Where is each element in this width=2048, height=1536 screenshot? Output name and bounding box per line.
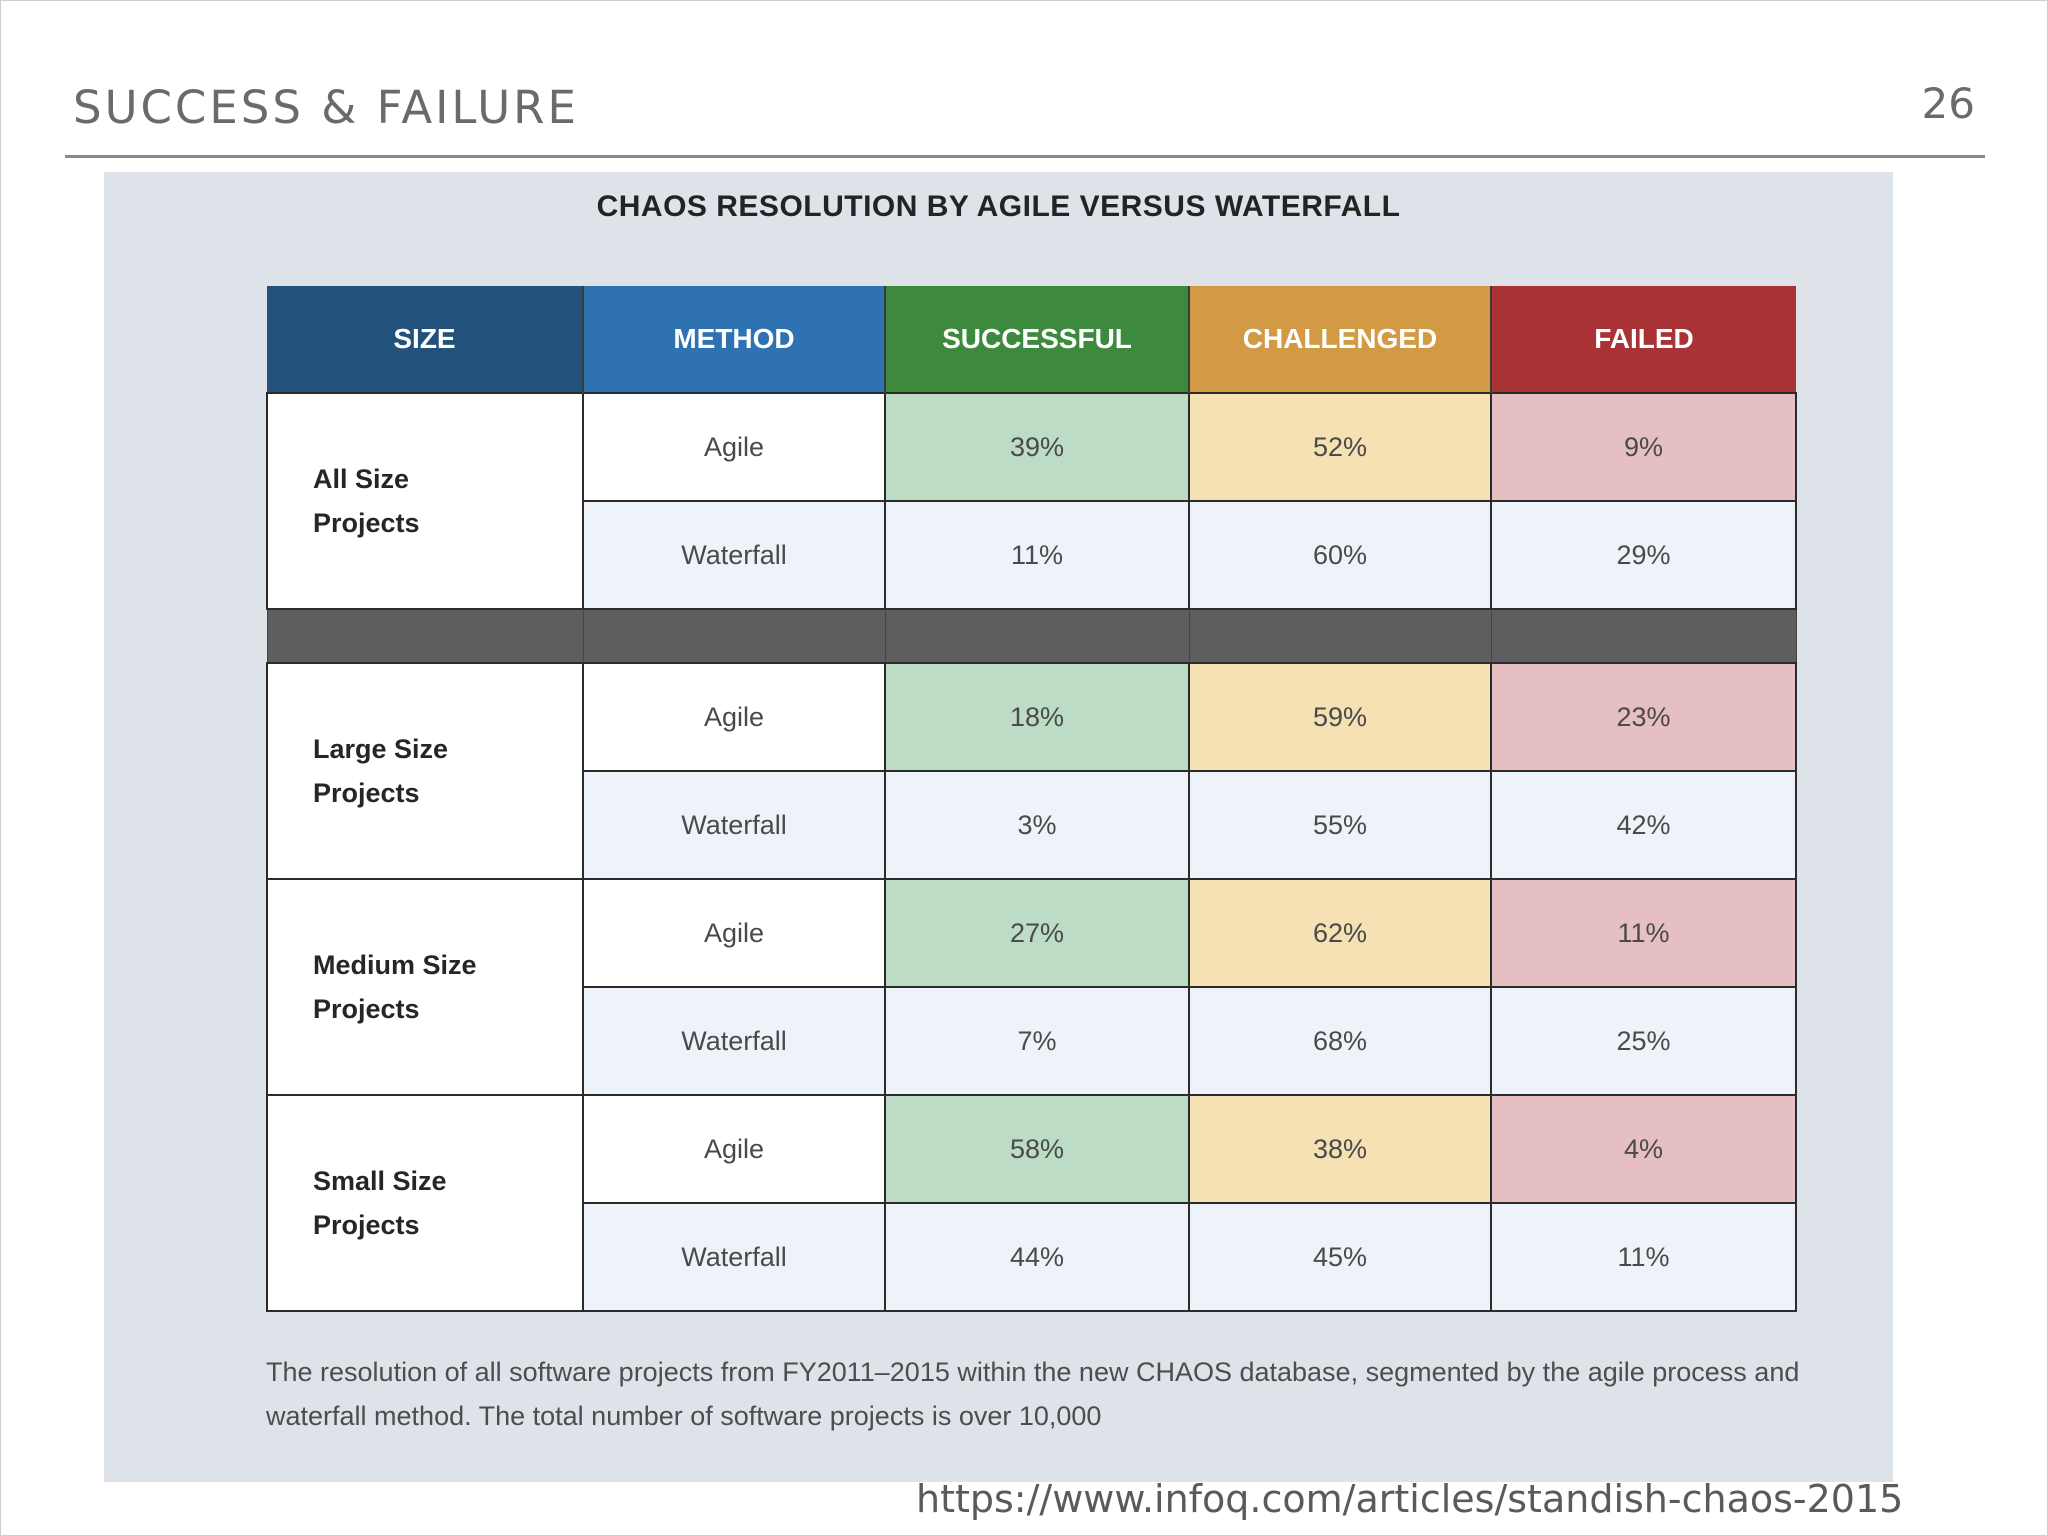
method-cell: Agile — [582, 878, 886, 988]
challenged-cell: 62% — [1188, 878, 1492, 988]
separator-row — [266, 608, 1797, 664]
table-row: Medium Size Projects Agile 27% 62% 11% — [266, 878, 1797, 1096]
challenged-cell: 45% — [1188, 1202, 1492, 1312]
method-cell: Waterfall — [582, 500, 886, 610]
header-size: SIZE — [267, 286, 584, 393]
successful-cell: 7% — [884, 986, 1190, 1096]
header-successful: SUCCESSFUL — [885, 286, 1190, 393]
table-row: Waterfall 3% 55% 42% — [267, 770, 1797, 880]
failed-cell: 11% — [1490, 878, 1797, 988]
figure-title: CHAOS RESOLUTION BY AGILE VERSUS WATERFA… — [596, 190, 1401, 223]
table-row: Waterfall 7% 68% 25% — [267, 986, 1797, 1096]
table-header-row: SIZE METHOD SUCCESSFUL CHALLENGED FAILED — [267, 286, 1796, 393]
slide-title: SUCCESS & FAILURE — [73, 81, 579, 134]
table-row: Small Size Projects Agile 58% 38% 4% — [266, 1094, 1797, 1312]
header-challenged: CHALLENGED — [1189, 286, 1492, 393]
source-link[interactable]: https://www.infoq.com/articles/standish-… — [916, 1477, 1904, 1521]
failed-cell: 9% — [1490, 392, 1797, 502]
challenged-cell: 52% — [1188, 392, 1492, 502]
successful-cell: 58% — [884, 1094, 1190, 1204]
successful-cell: 11% — [884, 500, 1190, 610]
method-cell: Waterfall — [582, 770, 886, 880]
failed-cell: 42% — [1490, 770, 1797, 880]
successful-cell: 44% — [884, 1202, 1190, 1312]
challenged-cell: 55% — [1188, 770, 1492, 880]
successful-cell: 39% — [884, 392, 1190, 502]
method-cell: Waterfall — [582, 986, 886, 1096]
challenged-cell: 59% — [1188, 662, 1492, 772]
header-failed: FAILED — [1491, 286, 1796, 393]
challenged-cell: 60% — [1188, 500, 1492, 610]
page-number: 26 — [1921, 79, 1975, 128]
method-cell: Waterfall — [582, 1202, 886, 1312]
successful-cell: 27% — [884, 878, 1190, 988]
failed-cell: 25% — [1490, 986, 1797, 1096]
size-label: Large Size Projects — [266, 662, 584, 880]
size-label: Medium Size Projects — [266, 878, 584, 1096]
failed-cell: 4% — [1490, 1094, 1797, 1204]
chaos-resolution-table: SIZE METHOD SUCCESSFUL CHALLENGED FAILED… — [266, 286, 1797, 1312]
title-divider — [65, 155, 1985, 158]
challenged-cell: 38% — [1188, 1094, 1492, 1204]
size-label: Small Size Projects — [266, 1094, 584, 1312]
size-label: All Size Projects — [266, 392, 584, 610]
challenged-cell: 68% — [1188, 986, 1492, 1096]
figure-panel: CHAOS RESOLUTION BY AGILE VERSUS WATERFA… — [104, 172, 1893, 1482]
failed-cell: 29% — [1490, 500, 1797, 610]
table-row: Waterfall 44% 45% 11% — [267, 1202, 1797, 1312]
successful-cell: 18% — [884, 662, 1190, 772]
table-row: Large Size Projects Agile 18% 59% 23% — [266, 662, 1797, 880]
method-cell: Agile — [582, 1094, 886, 1204]
successful-cell: 3% — [884, 770, 1190, 880]
method-cell: Agile — [582, 392, 886, 502]
header-method: METHOD — [583, 286, 886, 393]
table-row: Waterfall 11% 60% 29% — [267, 500, 1797, 610]
failed-cell: 23% — [1490, 662, 1797, 772]
figure-caption: The resolution of all software projects … — [266, 1357, 1800, 1431]
failed-cell: 11% — [1490, 1202, 1797, 1312]
method-cell: Agile — [582, 662, 886, 772]
table-row: All Size Projects Agile 39% 52% 9% — [266, 392, 1797, 610]
